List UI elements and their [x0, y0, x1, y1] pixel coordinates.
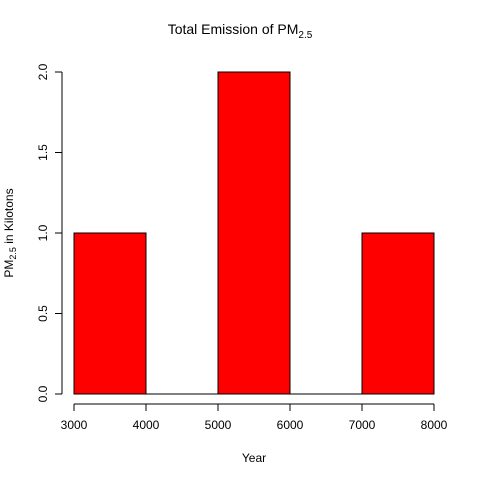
chart-title-subscript: 2.5 — [298, 30, 312, 41]
chart-title: Total Emission of PM2.5 — [168, 21, 313, 41]
x-axis-title: Year — [242, 451, 266, 465]
y-tick-label-1.5: 1.5 — [36, 144, 50, 161]
y-tick-label-0.5: 0.5 — [36, 305, 50, 322]
x-tick-label-5000: 5000 — [205, 418, 232, 432]
y-axis-title-main: PM — [2, 260, 16, 278]
bar-7000-8000 — [361, 232, 435, 395]
y-axis-title-rest: in Kilotons — [2, 188, 16, 247]
y-axis-title: PM2.5 in Kilotons — [2, 188, 18, 277]
y-tick-label-1.0: 1.0 — [36, 224, 50, 241]
y-tick-label-0.0: 0.0 — [36, 385, 50, 402]
x-tick-label-7000: 7000 — [349, 418, 376, 432]
y-axis-title-subscript: 2.5 — [8, 247, 18, 260]
y-axis: 0.0 0.5 1.0 1.5 2.0 — [36, 63, 63, 402]
x-tick-label-6000: 6000 — [277, 418, 304, 432]
bar-3000-4000 — [73, 232, 147, 395]
x-tick-label-8000: 8000 — [421, 418, 448, 432]
bars-layer — [73, 71, 435, 395]
y-tick-label-2.0: 2.0 — [36, 63, 50, 80]
chart-title-main: Total Emission of PM — [168, 21, 299, 37]
x-tick-label-3000: 3000 — [61, 418, 88, 432]
x-tick-label-4000: 4000 — [133, 418, 160, 432]
x-axis: 3000 4000 5000 6000 7000 8000 — [61, 403, 448, 432]
bar-5000-6000 — [217, 71, 291, 395]
